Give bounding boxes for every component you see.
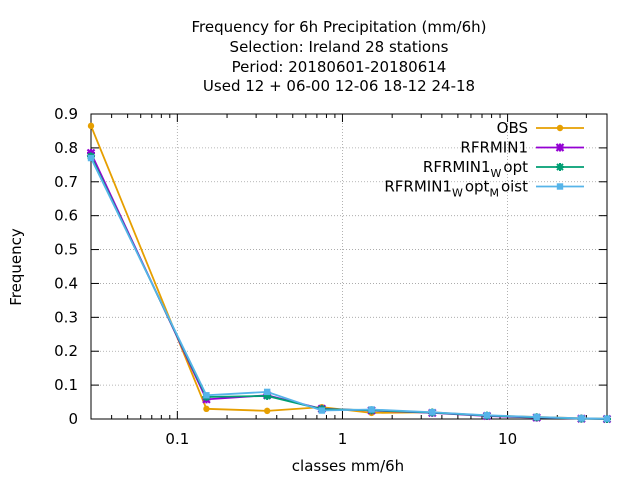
legend-item: RFRMIN1W optM oist <box>384 178 584 200</box>
x-tick-label: 0.1 <box>165 430 189 448</box>
marker-point <box>368 406 375 413</box>
y-tick-label: 0.2 <box>54 342 78 360</box>
marker-point <box>556 183 564 190</box>
legend-label: RFRMIN1 <box>460 139 528 157</box>
marker-point <box>87 122 95 130</box>
marker-point <box>578 415 585 422</box>
marker-point <box>556 124 564 132</box>
marker-point <box>203 392 210 399</box>
marker-point <box>429 409 436 416</box>
x-axis-label: classes mm/6h <box>292 457 404 475</box>
legend-item: RFRMIN1W opt <box>423 158 584 180</box>
y-axis-label: Frequency <box>7 228 25 306</box>
series-line <box>90 125 608 420</box>
title-line-4: Used 12 + 06-00 12-06 18-12 24-18 <box>203 77 475 95</box>
y-tick-label: 0.4 <box>54 274 78 292</box>
legend-item: RFRMIN1 <box>460 139 584 157</box>
marker-point <box>203 405 210 413</box>
grid <box>91 114 607 419</box>
title-line-3: Period: 20180601-20180614 <box>232 58 447 76</box>
y-tick-label: 0.8 <box>54 139 78 157</box>
marker-point <box>555 143 565 152</box>
marker-point <box>533 413 540 421</box>
marker-point <box>483 412 491 419</box>
series-line <box>90 152 608 420</box>
series-RFRMIN1Wopt <box>87 152 611 423</box>
title-line-2: Selection: Ireland 28 stations <box>230 38 449 56</box>
y-tick-label: 0.1 <box>54 376 78 394</box>
chart-title: Frequency for 6h Precipitation (mm/6h) S… <box>191 18 486 95</box>
series-RFRMIN1 <box>86 148 612 424</box>
series-RFRMIN1WoptMoist <box>87 154 611 422</box>
x-tick-label: 10 <box>498 430 517 448</box>
marker-point <box>318 407 326 414</box>
marker-point <box>603 415 611 422</box>
series-layer <box>86 122 612 424</box>
marker-point <box>556 163 564 171</box>
series-OBS <box>87 122 611 422</box>
legend-item: OBS <box>497 119 584 137</box>
legend-label: RFRMIN1W opt <box>423 158 528 180</box>
y-tick-label: 0.9 <box>54 105 78 123</box>
x-tick-label: 1 <box>338 430 348 448</box>
y-tick-label: 0 <box>68 410 78 428</box>
legend-label: RFRMIN1W optM oist <box>384 178 528 200</box>
marker-point <box>263 388 271 396</box>
series-line <box>90 155 608 420</box>
marker-point <box>263 391 272 400</box>
y-tick-label: 0.5 <box>54 241 78 259</box>
title-line-1: Frequency for 6h Precipitation (mm/6h) <box>191 18 486 36</box>
y-tick-label: 0.7 <box>54 173 78 191</box>
marker-point <box>263 407 271 415</box>
y-tick-label: 0.3 <box>54 308 78 326</box>
axes: 0 0.1 0.2 0.3 0.4 0.5 0.6 0.7 0.8 0.9 0.1 1 10 <box>54 105 608 448</box>
legend-label: OBS <box>497 119 528 137</box>
plot-frame <box>90 113 608 420</box>
y-tick-label: 0.6 <box>54 207 78 225</box>
series-line <box>90 157 608 420</box>
marker-point <box>87 154 95 162</box>
